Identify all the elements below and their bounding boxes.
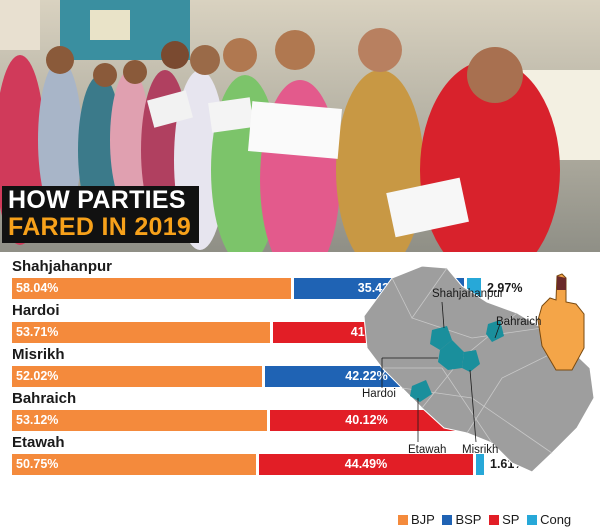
map-region-misrikh (462, 350, 480, 372)
legend-label: BSP (455, 512, 482, 527)
bar-segment-bjp: 53.12% (12, 410, 267, 431)
headline-line-1: HOW PARTIES (8, 186, 186, 214)
legend-swatch (442, 515, 453, 525)
legend-label: BJP (411, 512, 435, 527)
uttar-pradesh-map (363, 265, 595, 473)
cong-share-label: 2.97% (487, 281, 523, 295)
map-label-misrikh: Misrikh (462, 444, 499, 456)
map-region-hardoi (438, 340, 464, 370)
bar-segment-bjp: 52.02% (12, 366, 262, 387)
constituency-label: Hardoi (12, 302, 60, 319)
map-region-shahjahanpur (430, 326, 452, 350)
constituency-label: Bahraich (12, 390, 77, 407)
legend-item-sp: SP (489, 512, 519, 527)
bar-segment-bjp: 58.04% (12, 278, 291, 299)
headline-line-2: FARED IN 2019 (8, 213, 192, 241)
constituency-label: Etawah (12, 434, 65, 451)
bar-row: Shahjahanpur 2.97% 58.04% 35.43% (10, 258, 522, 302)
voting-finger-icon (537, 273, 585, 371)
bar-segment-alliance: 40.12% (270, 410, 463, 431)
legend-label: Cong (540, 512, 572, 527)
headline: HOW PARTIES FARED IN 2019 (2, 186, 200, 243)
constituency-label: Shahjahanpur (12, 258, 113, 275)
bar-row: Bahraich3.48%53.12%40.12% (10, 390, 524, 434)
constituency-label: Misrikh (12, 346, 65, 363)
map-label-bahraich: Bahraich (496, 316, 542, 328)
map-label-shahjahanpur: Shahjahanpur (432, 288, 504, 300)
map-region-etawah (410, 380, 432, 402)
bar-row: Misrikh2.58%52.02%42.22% (10, 346, 524, 390)
bar-row: Etawah 1.61% 50.75% 44.49% (10, 434, 525, 478)
bar-segment-cong (476, 454, 484, 475)
bar-row: Hardoi1.89%53.71%41.18% (10, 302, 524, 346)
legend-swatch (398, 515, 408, 525)
map-label-hardoi: Hardoi (362, 388, 396, 400)
legend-swatch (527, 515, 538, 525)
chart-area: Shahjahanpur2.97%58.04%35.43%Hardoi1.89%… (0, 252, 600, 527)
legend-swatch (489, 515, 500, 525)
bar-segment-bjp: 53.71% (12, 322, 270, 343)
map-label-etawah: Etawah (408, 444, 447, 456)
legend-label: SP (502, 512, 520, 527)
legend: BJP BSP SP Cong (398, 512, 575, 527)
legend-item-bjp: BJP (398, 512, 435, 527)
bar-segment-alliance: 44.49% (259, 454, 473, 475)
legend-item-cong: Cong (527, 512, 571, 527)
bar-segment-bjp: 50.75% (12, 454, 256, 475)
legend-item-bsp: BSP (442, 512, 481, 527)
